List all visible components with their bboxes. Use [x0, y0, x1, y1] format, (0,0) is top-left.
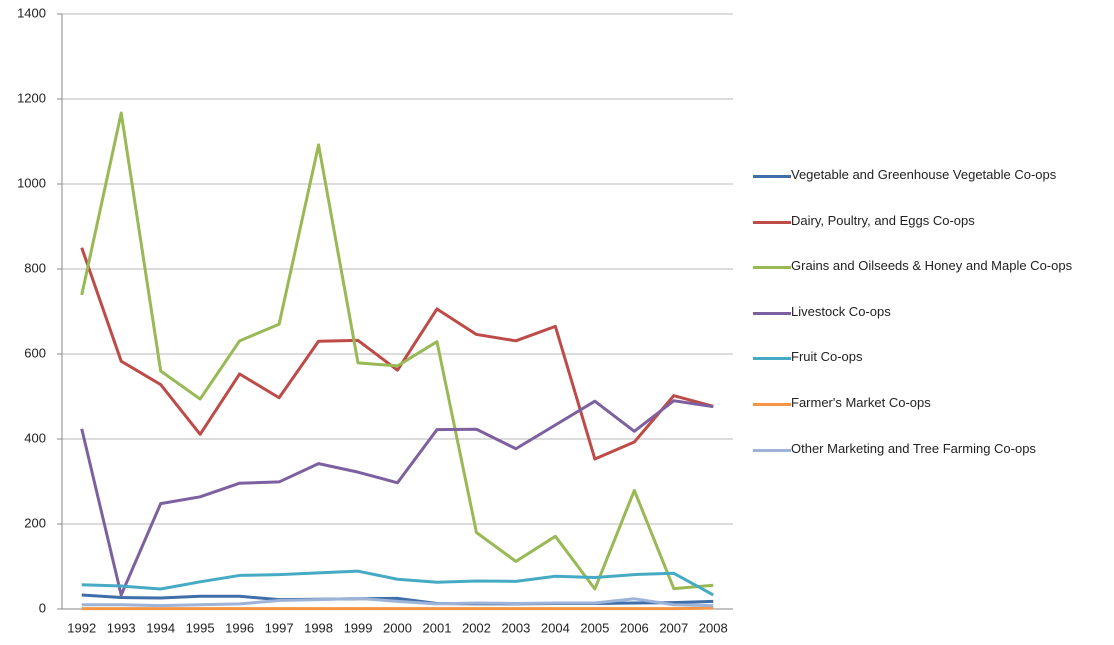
series-line [80, 399, 714, 597]
x-tick-label: 1992 [67, 620, 96, 635]
legend-label: Livestock Co-ops [791, 304, 891, 319]
y-tick-label: 600 [24, 345, 46, 360]
legend-swatch [753, 403, 791, 406]
series-line [81, 596, 714, 608]
legend-item: Grains and Oilseeds & Honey and Maple Co… [753, 258, 1098, 274]
y-tick-label: 200 [24, 515, 46, 530]
legend-item: Fruit Co-ops [753, 349, 1098, 365]
x-tick-label: 1995 [186, 620, 215, 635]
legend-item: Farmer's Market Co-ops [753, 395, 1098, 411]
legend-swatch [753, 175, 791, 178]
legend-label: Dairy, Poultry, and Eggs Co-ops [791, 213, 975, 228]
legend-label: Fruit Co-ops [791, 349, 863, 364]
y-tick-label: 0 [39, 600, 46, 615]
y-tick-label: 400 [24, 430, 46, 445]
x-tick-label: 1994 [146, 620, 175, 635]
series-line [81, 569, 714, 597]
x-tick-label: 2004 [541, 620, 570, 635]
legend-item: Other Marketing and Tree Farming Co-ops [753, 441, 1098, 457]
legend-swatch [753, 312, 791, 315]
legend-label: Farmer's Market Co-ops [791, 395, 931, 410]
series-line [80, 247, 714, 461]
x-tick-label: 2001 [423, 620, 452, 635]
legend-swatch [753, 357, 791, 360]
x-tick-label: 1993 [107, 620, 136, 635]
x-tick-label: 1997 [265, 620, 294, 635]
y-tick-label: 800 [24, 260, 46, 275]
series-line [81, 593, 714, 606]
x-tick-label: 2003 [501, 620, 530, 635]
x-tick-label: 2006 [620, 620, 649, 635]
x-tick-label: 2008 [699, 620, 728, 635]
legend-label: Grains and Oilseeds & Honey and Maple Co… [791, 258, 1073, 273]
x-tick-label: 2007 [659, 620, 688, 635]
legend-label: Other Marketing and Tree Farming Co-ops [791, 441, 1036, 456]
legend-item: Vegetable and Greenhouse Vegetable Co-op… [753, 167, 1098, 183]
series-line [80, 111, 714, 591]
legend-item: Dairy, Poultry, and Eggs Co-ops [753, 213, 1098, 229]
x-tick-label: 1996 [225, 620, 254, 635]
y-tick-label: 1400 [17, 5, 46, 20]
legend-label: Vegetable and Greenhouse Vegetable Co-op… [791, 167, 1057, 182]
y-tick-label: 1000 [17, 175, 46, 190]
legend-swatch [753, 449, 791, 452]
x-tick-label: 1999 [344, 620, 373, 635]
y-tick-label: 1200 [17, 90, 46, 105]
x-tick-label: 1998 [304, 620, 333, 635]
legend-swatch [753, 221, 791, 224]
x-tick-label: 2000 [383, 620, 412, 635]
x-tick-label: 2005 [580, 620, 609, 635]
legend-swatch [753, 266, 791, 269]
legend-item: Livestock Co-ops [753, 304, 1098, 320]
x-tick-label: 2002 [462, 620, 491, 635]
